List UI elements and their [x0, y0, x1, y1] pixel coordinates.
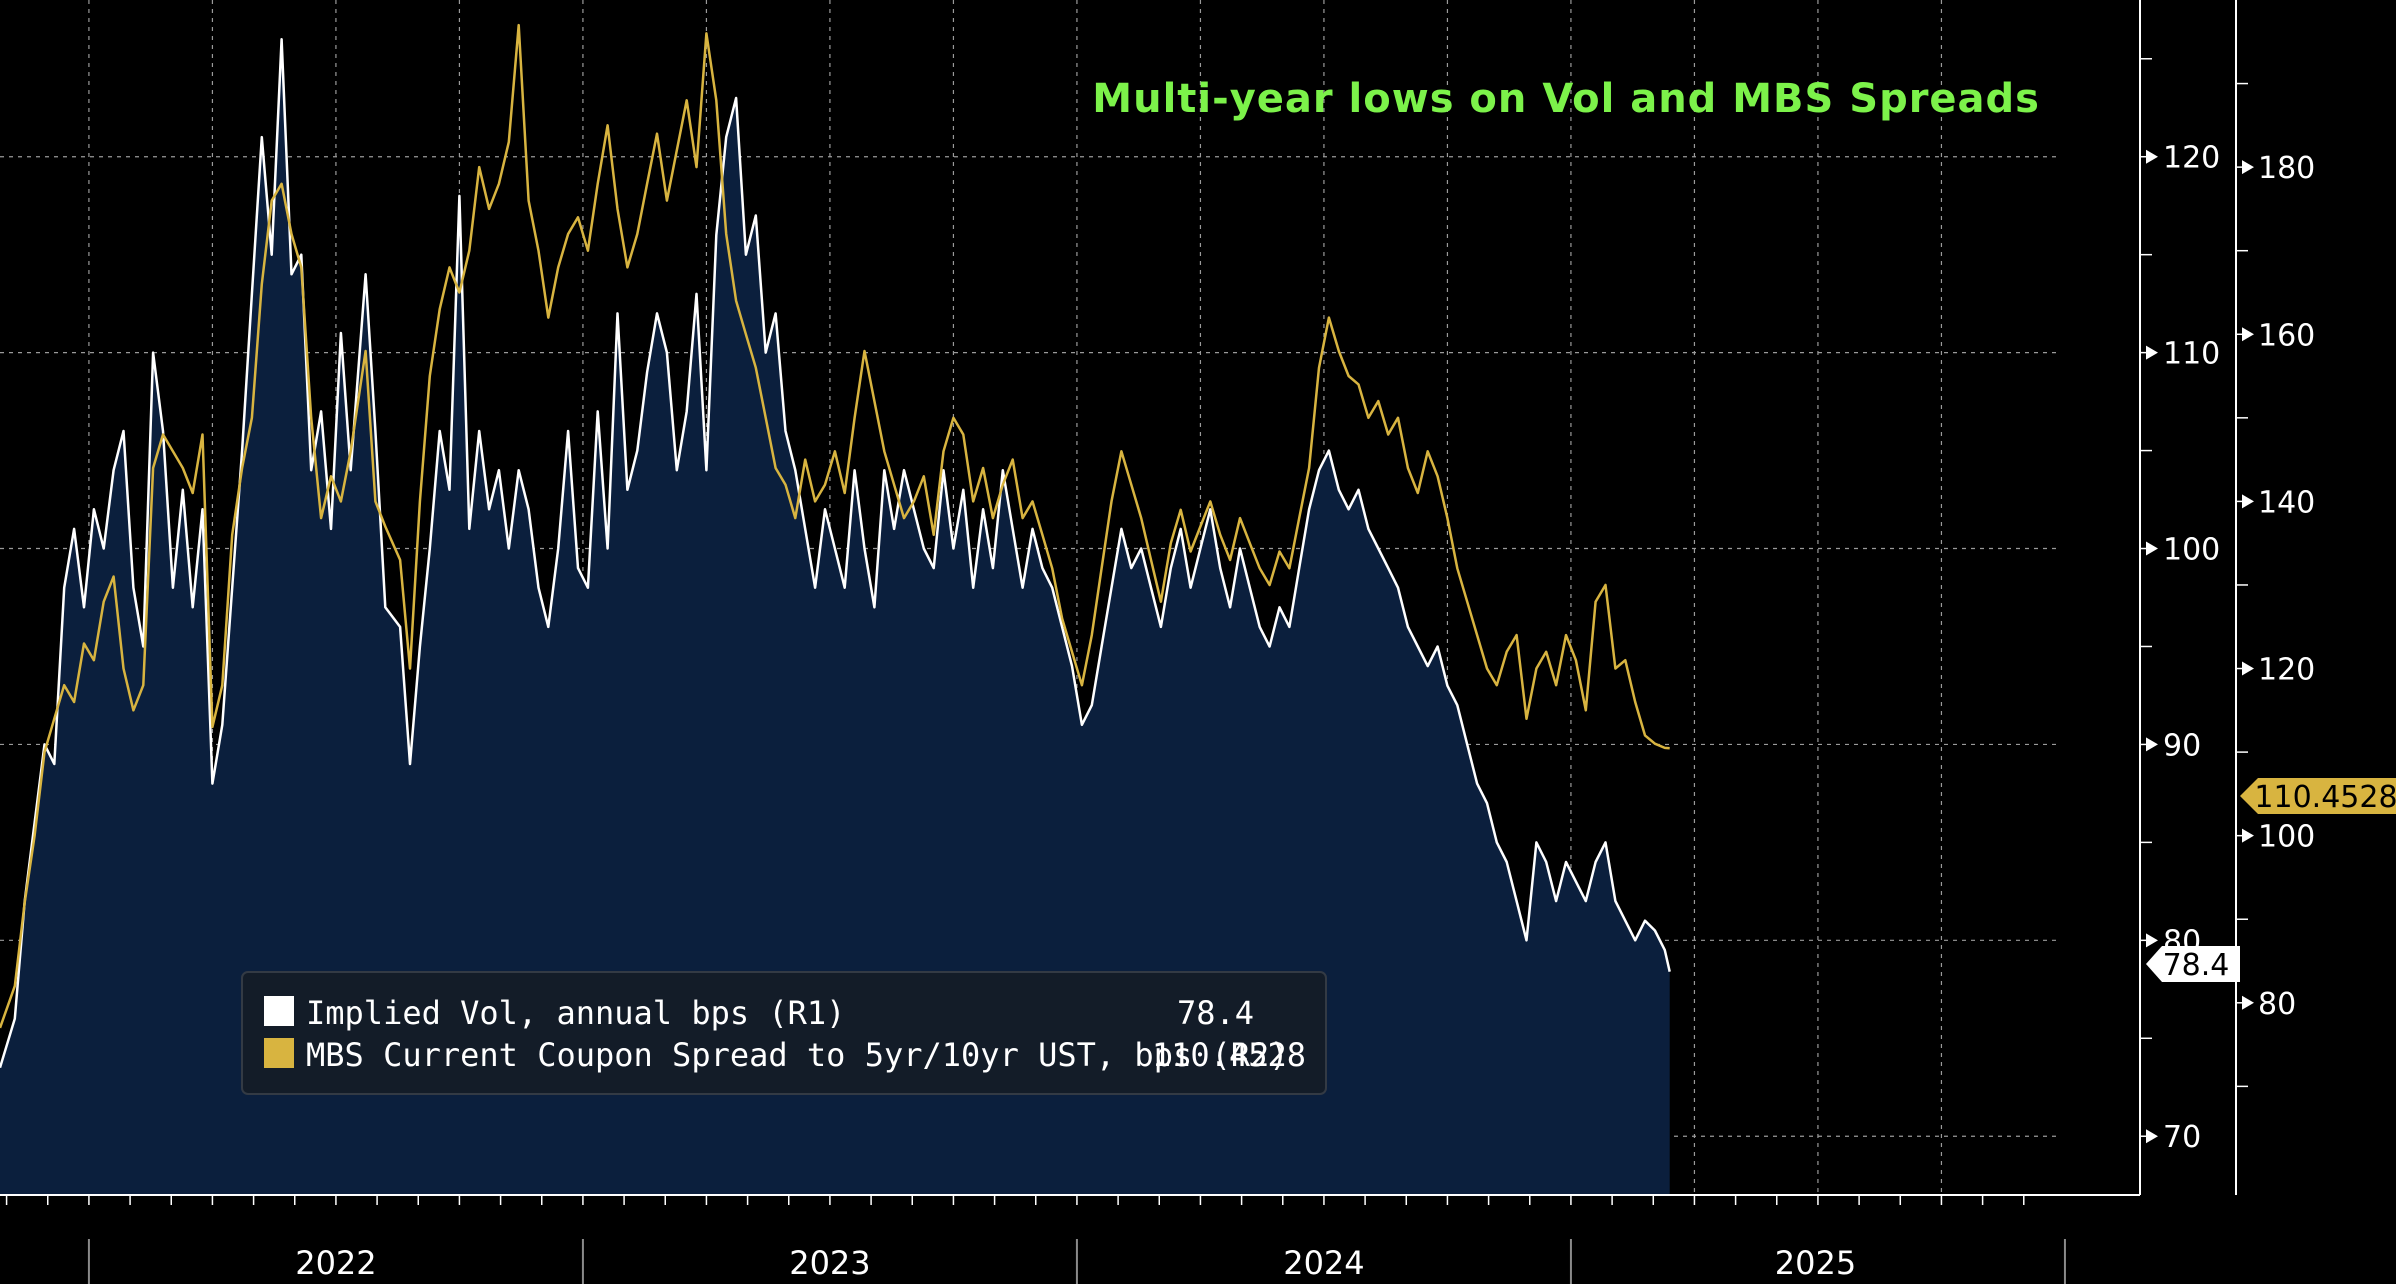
r2-tick-label: 100 — [2258, 820, 2315, 855]
r2-flag-shape — [2240, 778, 2396, 814]
vol-series-line — [0, 37, 1671, 1069]
legend-value-vol: 78.4 — [1177, 994, 1254, 1032]
r2-last-value-flag: 110.4528 — [2240, 778, 2396, 815]
r2-tick-label: 140 — [2258, 485, 2315, 520]
vol-area-fill — [0, 39, 1670, 1196]
r2-tick-label: 160 — [2258, 318, 2315, 353]
x-tick-label: 2023 — [789, 1244, 870, 1282]
r1-tick-label: 120 — [2163, 141, 2220, 176]
legend-label-vol: Implied Vol, annual bps (R1) — [306, 994, 845, 1032]
x-tick-label: 2022 — [295, 1244, 376, 1282]
r2-axis-ticks: 80 100 120 140 160 180 — [2236, 82, 2315, 1088]
r1-last-value-flag: 78.4 — [2146, 946, 2240, 983]
r1-tick-label: 70 — [2163, 1120, 2201, 1155]
mbs-series-line — [0, 23, 1670, 1029]
legend-label-mbs: MBS Current Coupon Spread to 5yr/10yr US… — [306, 1036, 1289, 1074]
x-tick-label: 2025 — [1775, 1244, 1856, 1282]
legend-swatch-vol — [264, 996, 294, 1026]
r1-flag-value: 78.4 — [2163, 948, 2230, 983]
r1-flag-shape — [2146, 946, 2240, 982]
legend-value-mbs: 110.4528 — [1152, 1036, 1306, 1074]
x-tick-label: 2024 — [1283, 1244, 1364, 1282]
r2-tick-label: 120 — [2258, 653, 2315, 688]
chart-title: Multi-year lows on Vol and MBS Spreads — [1092, 76, 2040, 122]
r1-tick-label: 90 — [2163, 728, 2201, 763]
r2-flag-value: 110.4528 — [2254, 780, 2396, 815]
r1-tick-label: 110 — [2163, 337, 2220, 372]
r2-tick-label: 80 — [2258, 987, 2296, 1022]
legend-swatch-mbs — [264, 1038, 294, 1068]
legend-box — [241, 971, 1327, 1095]
legend: Implied Vol, annual bps (R1) 78.4 MBS Cu… — [241, 971, 1327, 1095]
r2-tick-label: 180 — [2258, 151, 2315, 186]
x-axis-ticks: 2022 2023 2024 2025 — [5, 1195, 2066, 1284]
r1-tick-label: 100 — [2163, 533, 2220, 568]
